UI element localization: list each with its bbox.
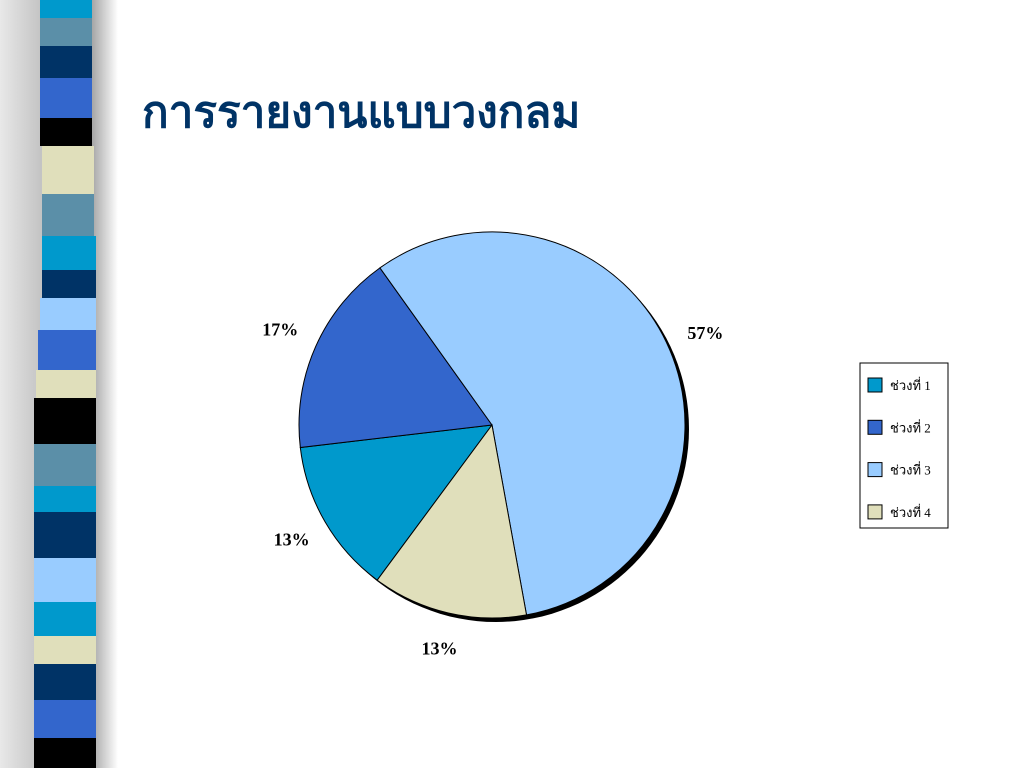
legend-label: ช่วงที่ 3 <box>890 462 931 478</box>
legend-swatch <box>867 377 883 393</box>
legend-swatch <box>867 504 883 520</box>
pie-slice <box>379 231 686 616</box>
legend-label: ช่วงที่ 1 <box>890 377 931 393</box>
pie-slice <box>299 424 494 581</box>
legend-swatch <box>867 462 883 478</box>
pie-slice <box>376 423 528 619</box>
pie-slice <box>298 267 493 449</box>
data-label: 57% <box>687 323 723 343</box>
data-label: 13% <box>274 529 310 549</box>
data-label: 13% <box>422 639 458 659</box>
legend-label: ช่วงที่ 4 <box>890 504 931 520</box>
legend-swatch <box>867 419 883 435</box>
decorative-strip <box>0 0 118 768</box>
slide-title: การรายงานแบบวงกลม <box>142 88 580 137</box>
legend-label: ช่วงที่ 2 <box>890 419 931 435</box>
data-label: 17% <box>262 319 298 339</box>
